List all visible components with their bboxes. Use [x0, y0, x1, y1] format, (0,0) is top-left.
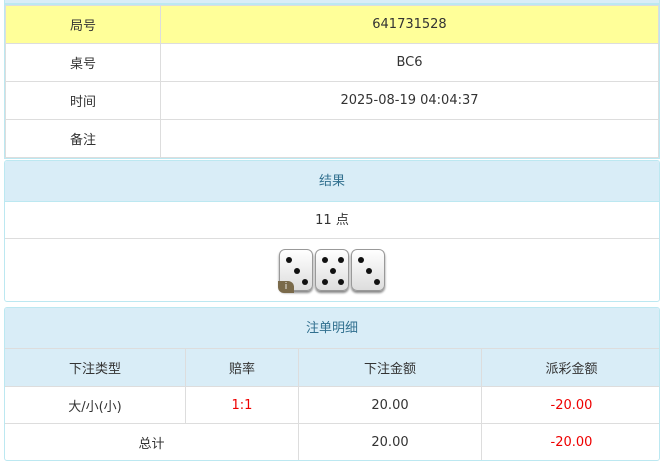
round-info-table: 局号 641731528 桌号 BC6 时间 2025-08-19 04:04:37 … — [4, 4, 660, 159]
result-panel: 结果 11 点 i — [4, 160, 660, 302]
die-3: i — [278, 249, 313, 293]
result-points: 11 点 — [5, 202, 659, 239]
bet-type: 大/小(小) — [5, 386, 186, 424]
label: 备注 — [5, 119, 161, 158]
info-icon[interactable]: i — [278, 281, 294, 293]
header-odds: 赔率 — [185, 348, 299, 387]
remark-row: 备注 — [5, 119, 659, 158]
label: 桌号 — [5, 43, 161, 82]
header-payout: 派彩金额 — [481, 348, 659, 387]
label: 时间 — [5, 81, 161, 120]
payout: -20.00 — [481, 386, 659, 424]
header-bet-type: 下注类型 — [5, 348, 186, 387]
die-3 — [351, 249, 385, 291]
die-5 — [315, 249, 349, 291]
total-payout: -20.00 — [481, 423, 659, 460]
pip — [294, 268, 300, 274]
table-id: BC6 — [160, 43, 659, 82]
round-id: 641731528 — [160, 5, 659, 44]
pip — [322, 257, 328, 263]
table-id-row: 桌号 BC6 — [5, 43, 659, 82]
result-title: 结果 — [5, 161, 659, 202]
top-strip — [4, 0, 660, 4]
total-amount: 20.00 — [298, 423, 482, 460]
pip — [286, 257, 292, 263]
pip — [322, 279, 328, 285]
dice-row: i — [5, 239, 659, 301]
pip — [358, 257, 364, 263]
bet-header-row: 下注类型 赔率 下注金额 派彩金额 — [5, 348, 659, 387]
bet-details-title: 注单明细 — [5, 308, 659, 349]
pip — [338, 279, 344, 285]
pip — [374, 279, 380, 285]
header-bet-amount: 下注金额 — [298, 348, 482, 387]
bet-details-panel: 注单明细 下注类型 赔率 下注金额 派彩金额 大/小(小) 1:1 20.00 … — [4, 307, 660, 461]
odds: 1:1 — [185, 386, 299, 424]
bet-amount: 20.00 — [298, 386, 482, 424]
pip — [330, 268, 336, 274]
remark — [160, 119, 659, 158]
total-row: 总计 20.00 -20.00 — [5, 423, 659, 460]
pip — [338, 257, 344, 263]
bet-row: 大/小(小) 1:1 20.00 -20.00 — [5, 386, 659, 424]
total-label: 总计 — [5, 423, 299, 460]
round-id-row: 局号 641731528 — [5, 5, 659, 44]
pip — [302, 279, 308, 285]
time-row: 时间 2025-08-19 04:04:37 — [5, 81, 659, 120]
time: 2025-08-19 04:04:37 — [160, 81, 659, 120]
label: 局号 — [5, 5, 161, 44]
pip — [366, 268, 372, 274]
